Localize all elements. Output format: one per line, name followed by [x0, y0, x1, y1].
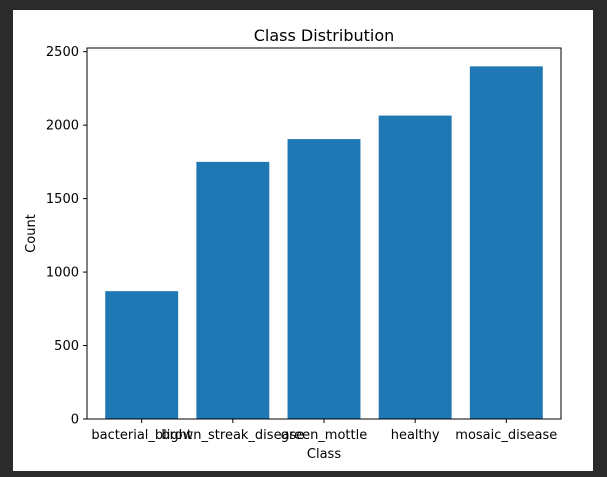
x-tick-label: bacterial_blight	[91, 428, 192, 443]
bar-chart: Class Distribution 05001000150020002500 …	[24, 26, 562, 462]
x-tick-label: green_mottle	[281, 428, 367, 443]
x-tick-label: healthy	[391, 428, 440, 443]
plot-frame	[86, 47, 562, 420]
figure-canvas: Class Distribution 0 500 1000 1500 2000 2500 …	[13, 10, 593, 471]
x-tick-label: mosaic_disease	[455, 428, 557, 443]
y-tick-label: 2000	[46, 119, 79, 134]
y-axis: 0 500 1000 1500 2000 2500	[46, 45, 87, 428]
x-axis: bacterial_blightbrown_streak_diseasegree…	[91, 419, 557, 443]
bar-healthy	[378, 115, 452, 419]
bar-mosaic-disease	[469, 66, 543, 419]
bar-bacterial-blight	[105, 291, 179, 419]
y-tick-label: 2500	[46, 45, 79, 60]
y-tick-label: 1500	[46, 192, 79, 207]
y-tick-label: 0	[71, 413, 79, 428]
chart-title: Class Distribution	[254, 26, 395, 45]
bars-group	[105, 66, 543, 420]
x-tick-label: brown_streak_disease	[161, 428, 304, 443]
y-tick-label: 1000	[46, 266, 79, 281]
y-axis-label: Count	[24, 214, 39, 253]
y-tick-label: 500	[54, 339, 79, 354]
bar-green-mottle	[287, 139, 361, 419]
x-axis-label: Class	[307, 447, 341, 462]
bar-brown-streak-disease	[196, 161, 270, 420]
